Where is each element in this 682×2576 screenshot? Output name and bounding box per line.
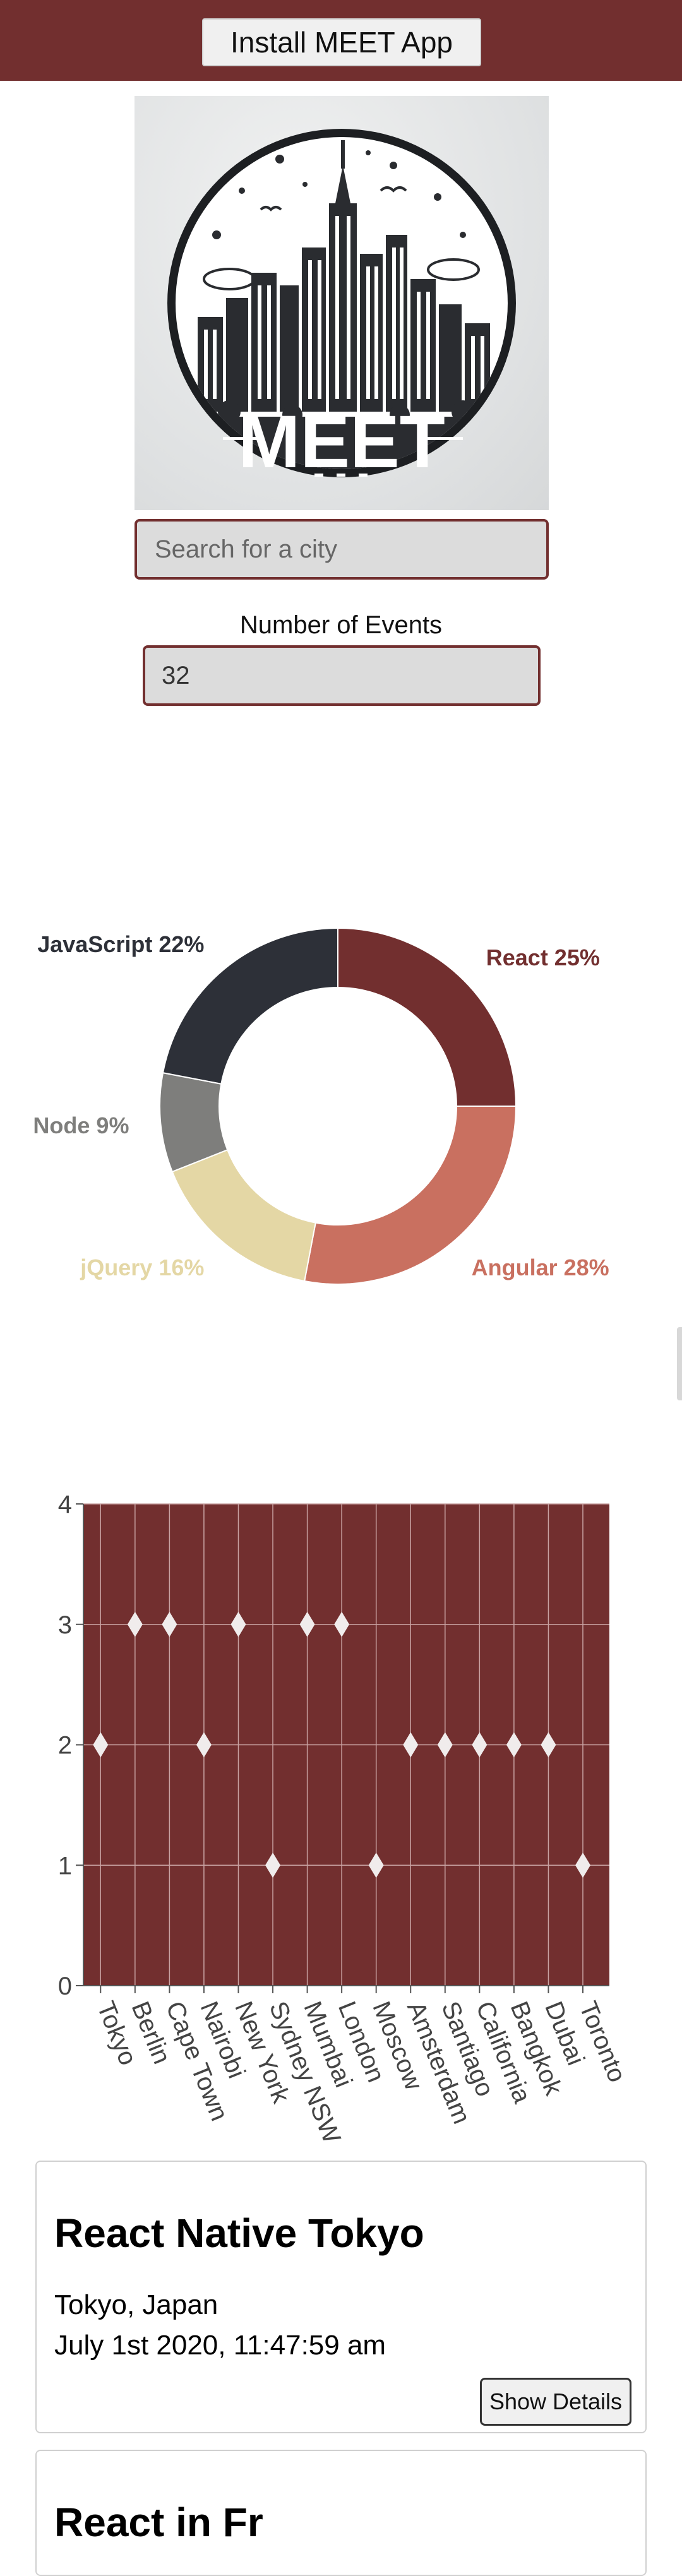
scatter-point [541,1732,556,1758]
number-of-events-input[interactable] [143,645,541,706]
number-of-events-label: Number of Events [239,611,443,639]
event-card: React Native Tokyo Tokyo, Japan July 1st… [35,2161,647,2433]
y-tick-label: 2 [58,1732,72,1760]
scatter-point [334,1611,350,1637]
meet-logo: MEET [135,96,549,510]
scrollbar-handle[interactable] [677,1327,682,1400]
scatter-point [368,1852,384,1878]
scatter-point [506,1732,522,1758]
event-title: React Native Tokyo [54,2210,424,2256]
scatter-point [196,1732,212,1758]
y-tick-label: 4 [58,1491,72,1518]
logo-text: MEET [238,400,445,484]
event-location: Tokyo, Japan [54,2289,218,2320]
app-header: Install MEET App [0,0,682,81]
scatter-point [437,1732,453,1758]
scatter-point [265,1852,281,1878]
scatter-point [162,1611,177,1637]
pie-slice-javascript [162,927,338,1085]
scatter-point [403,1732,419,1758]
show-details-button[interactable]: Show Details [480,2378,631,2426]
pie-slice-angular [303,1106,517,1285]
y-tick-label: 0 [58,1972,72,2000]
scatter-point [230,1611,246,1637]
event-date: July 1st 2020, 11:47:59 am [54,2330,386,2361]
pie-label-javascript: JavaScript 22% [37,931,204,957]
pie-label-jquery: jQuery 16% [80,1255,204,1280]
y-tick-label: 3 [58,1611,72,1639]
pie-label-react: React 25% [486,945,600,970]
pie-label-angular: Angular 28% [472,1255,609,1280]
pie-label-node: Node 9% [33,1112,129,1138]
event-card: React in Fr [35,2450,647,2576]
pie-slice-react [337,927,517,1107]
city-skyline-logo-icon: MEET [167,129,516,484]
scatter-point [93,1732,109,1758]
scatter-point [472,1732,488,1758]
y-tick-label: 1 [58,1852,72,1880]
event-title: React in Fr [54,2500,263,2545]
install-app-button[interactable]: Install MEET App [202,18,481,66]
scatter-point [127,1611,143,1637]
scatter-point [575,1852,590,1878]
scatter-point [299,1611,315,1637]
genre-pie-chart: React 25% Angular 28% jQuery 16% Node 9% Jav… [33,927,609,1285]
city-search-input[interactable] [135,519,549,580]
